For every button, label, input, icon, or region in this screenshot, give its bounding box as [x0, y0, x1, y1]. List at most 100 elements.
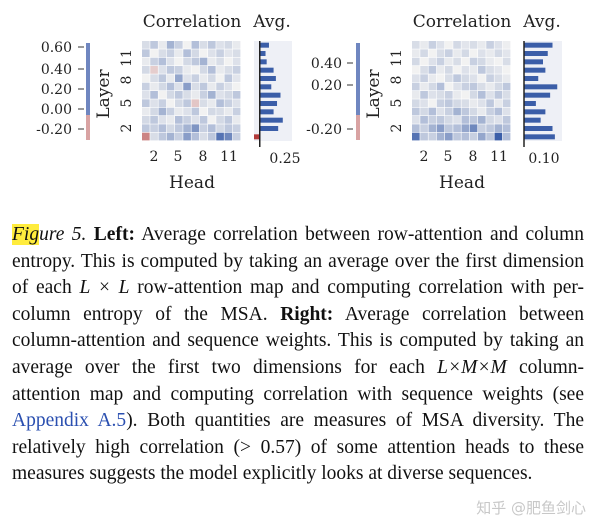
heatmap-cell: [428, 124, 437, 133]
heatmap-cell: [436, 41, 445, 49]
appendix-link[interactable]: Appendix A.5: [12, 410, 127, 432]
heatmap-cell: [461, 116, 470, 124]
heatmap-cell: [420, 91, 428, 99]
heatmap-cell: [142, 66, 150, 74]
heatmap-cell: [224, 74, 233, 83]
heatmap-cell: [216, 57, 224, 66]
heatmap-cell: [142, 116, 150, 124]
heatmap-cell: [158, 74, 167, 83]
heatmap-cell: [469, 66, 478, 74]
heatmap-cell: [150, 116, 158, 124]
heatmap-cell: [486, 107, 494, 116]
left-bar-chart: [254, 41, 292, 147]
heatmap-cell: [199, 74, 208, 83]
right-xlabel: Head: [439, 173, 485, 193]
heatmap-cell: [453, 107, 461, 116]
heatmap-cell: [199, 116, 208, 124]
heatmap-cell: [428, 57, 437, 66]
heatmap-cell: [420, 116, 428, 124]
bar: [259, 109, 274, 115]
bar: [524, 59, 543, 65]
heatmap-cell: [232, 91, 241, 99]
heatmap-cell: [191, 41, 200, 49]
right-heatmap-title: Correlation: [413, 12, 512, 32]
heatmap-cell: [420, 66, 428, 74]
right-xtick-labels: 2 5 8 11: [420, 149, 508, 165]
heatmap-cell: [412, 116, 420, 124]
heatmap-cell: [478, 132, 486, 141]
heatmap-cell: [420, 82, 428, 91]
heatmap-cell: [469, 82, 478, 91]
heatmap-cell: [150, 99, 158, 108]
bar: [524, 126, 553, 131]
heatmap-cell: [216, 82, 224, 91]
heatmap-cell: [428, 91, 437, 99]
heatmap-cell: [191, 99, 200, 108]
heatmap-cell: [486, 82, 494, 91]
heatmap-cell: [478, 82, 486, 91]
heatmap-cell: [412, 57, 420, 66]
bar: [524, 84, 558, 90]
heatmap-cell: [478, 91, 486, 99]
heatmap-cell: [453, 116, 461, 124]
heatmap-cell: [445, 49, 453, 58]
left-cb-tick: 0.40: [41, 62, 72, 78]
heatmap-cell: [183, 57, 191, 66]
right-xtick: 11: [490, 149, 508, 165]
heatmap-cell: [428, 82, 437, 91]
heatmap-cell: [486, 74, 494, 83]
heatmap-cell: [469, 132, 478, 141]
bar: [524, 51, 548, 56]
heatmap-cell: [158, 107, 167, 116]
bar: [259, 59, 267, 65]
heatmap-cell: [478, 66, 486, 74]
heatmap-cell: [191, 116, 200, 124]
heatmap-cell: [216, 124, 224, 133]
heatmap-cell: [453, 99, 461, 108]
heatmap-cell: [216, 132, 224, 141]
heatmap-cell: [224, 116, 233, 124]
heatmap-cell: [166, 66, 175, 74]
bar: [524, 101, 536, 106]
heatmap-cell: [224, 91, 233, 99]
heatmap-cell: [428, 74, 437, 83]
heatmap-cell: [502, 82, 511, 91]
bar: [524, 117, 541, 123]
heatmap-cell: [199, 91, 208, 99]
heatmap-cell: [486, 91, 494, 99]
heatmap-cell: [158, 124, 167, 133]
math-l-by-l: L × L: [79, 277, 130, 299]
right-xtick: 2: [420, 149, 429, 165]
heatmap-cell: [420, 124, 428, 133]
heatmap-cell: [428, 66, 437, 74]
heatmap-cell: [436, 124, 445, 133]
heatmap-cell: [216, 107, 224, 116]
left-xtick: 11: [220, 149, 238, 165]
heatmap-cell: [175, 66, 183, 74]
heatmap-cell: [191, 91, 200, 99]
heatmap-cell: [412, 124, 420, 133]
left-ytick-labels: 2 5 8 11: [119, 49, 135, 132]
heatmap-cell: [191, 107, 200, 116]
heatmap-cell: [486, 124, 494, 133]
heatmap-cell: [208, 41, 216, 49]
heatmap-cell: [478, 107, 486, 116]
heatmap-cell: [469, 107, 478, 116]
heatmap-cell: [478, 41, 486, 49]
heatmap-cell: [445, 132, 453, 141]
heatmap-cell: [142, 82, 150, 91]
math-l-m-m: L×M×M: [437, 356, 507, 378]
heatmap-cell: [445, 57, 453, 66]
heatmap-cell: [420, 49, 428, 58]
right-bar-chart: [523, 41, 562, 147]
heatmap-cell: [158, 49, 167, 58]
heatmap-cell: [502, 49, 511, 58]
bar: [259, 42, 269, 48]
heatmap-cell: [224, 57, 233, 66]
right-description-2: column-attention map and computing corre…: [12, 356, 585, 405]
heatmap-cell: [183, 99, 191, 108]
heatmap-cell: [191, 82, 200, 91]
bar: [524, 92, 551, 98]
heatmap-cell: [232, 57, 241, 66]
heatmap-cell: [453, 82, 461, 91]
